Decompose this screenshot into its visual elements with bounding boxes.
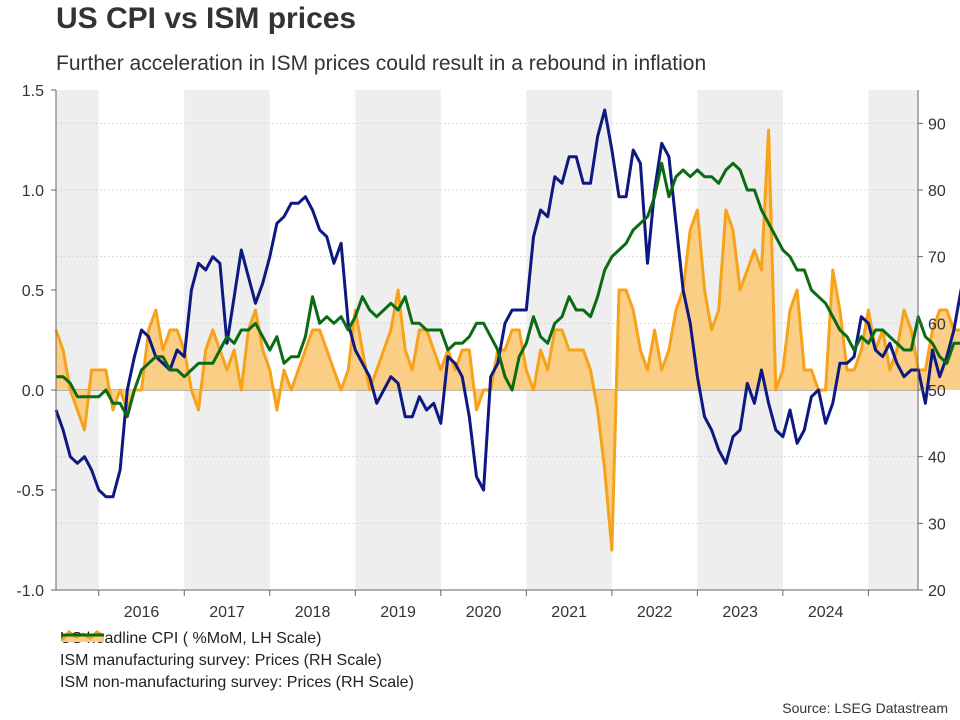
right-tick-label-1: 30	[928, 516, 946, 533]
shade-band-3	[526, 90, 612, 590]
right-tick-label-6: 80	[928, 183, 946, 200]
x-tick-label-2020: 2020	[466, 604, 502, 621]
legend-item-ism-non-manufacturing: ISM non-manufacturing survey: Prices (RH…	[60, 633, 414, 694]
x-tick-label-2022: 2022	[637, 604, 673, 621]
right-tick-label-2: 40	[928, 450, 946, 467]
left-tick-label-3: 0.5	[22, 283, 44, 300]
legend: US headline CPI ( %MoM, LH Scale) ISM ma…	[60, 628, 414, 694]
x-tick-label-2024: 2024	[808, 604, 844, 621]
right-tick-label-4: 60	[928, 316, 946, 333]
shade-band-0	[56, 90, 99, 590]
series-ism-manufacturing-line	[54, 108, 960, 499]
left-tick-label-1: -0.5	[16, 483, 44, 500]
chart-subtitle: Further acceleration in ISM prices could…	[56, 52, 707, 75]
legend-label-ism-non-manufacturing: ISM non-manufacturing survey: Prices (RH…	[60, 674, 414, 691]
left-tick-label-2: 0.0	[22, 383, 44, 400]
legend-item-cpi: US headline CPI ( %MoM, LH Scale)	[60, 628, 414, 650]
source-note: Source: LSEG Datastream	[782, 700, 948, 716]
x-tick-label-2023: 2023	[722, 604, 758, 621]
series-ism-non-manufacturing-line	[56, 161, 960, 419]
x-tick-label-2017: 2017	[209, 604, 245, 621]
legend-label-ism-manufacturing: ISM manufacturing survey: Prices (RH Sca…	[60, 652, 382, 669]
x-tick-label-2021: 2021	[551, 604, 587, 621]
chart-title: US CPI vs ISM prices	[56, 2, 357, 35]
left-tick-label-0: -1.0	[16, 583, 44, 600]
right-tick-label-3: 50	[928, 383, 946, 400]
series-cpi-line	[54, 128, 960, 552]
left-tick-label-4: 1.0	[22, 183, 44, 200]
legend-item-ism-manufacturing: ISM manufacturing survey: Prices (RH Sca…	[60, 633, 414, 672]
right-tick-label-5: 70	[928, 250, 946, 267]
legend-label-cpi: US headline CPI ( %MoM, LH Scale)	[60, 630, 322, 647]
legend-swatch-ism-non-manufacturing	[62, 633, 104, 637]
left-tick-label-5: 1.5	[22, 83, 44, 100]
x-tick-label-2018: 2018	[295, 604, 331, 621]
right-tick-label-7: 90	[928, 116, 946, 133]
x-tick-label-2016: 2016	[124, 604, 160, 621]
x-tick-label-2019: 2019	[380, 604, 416, 621]
right-tick-label-0: 20	[928, 583, 946, 600]
